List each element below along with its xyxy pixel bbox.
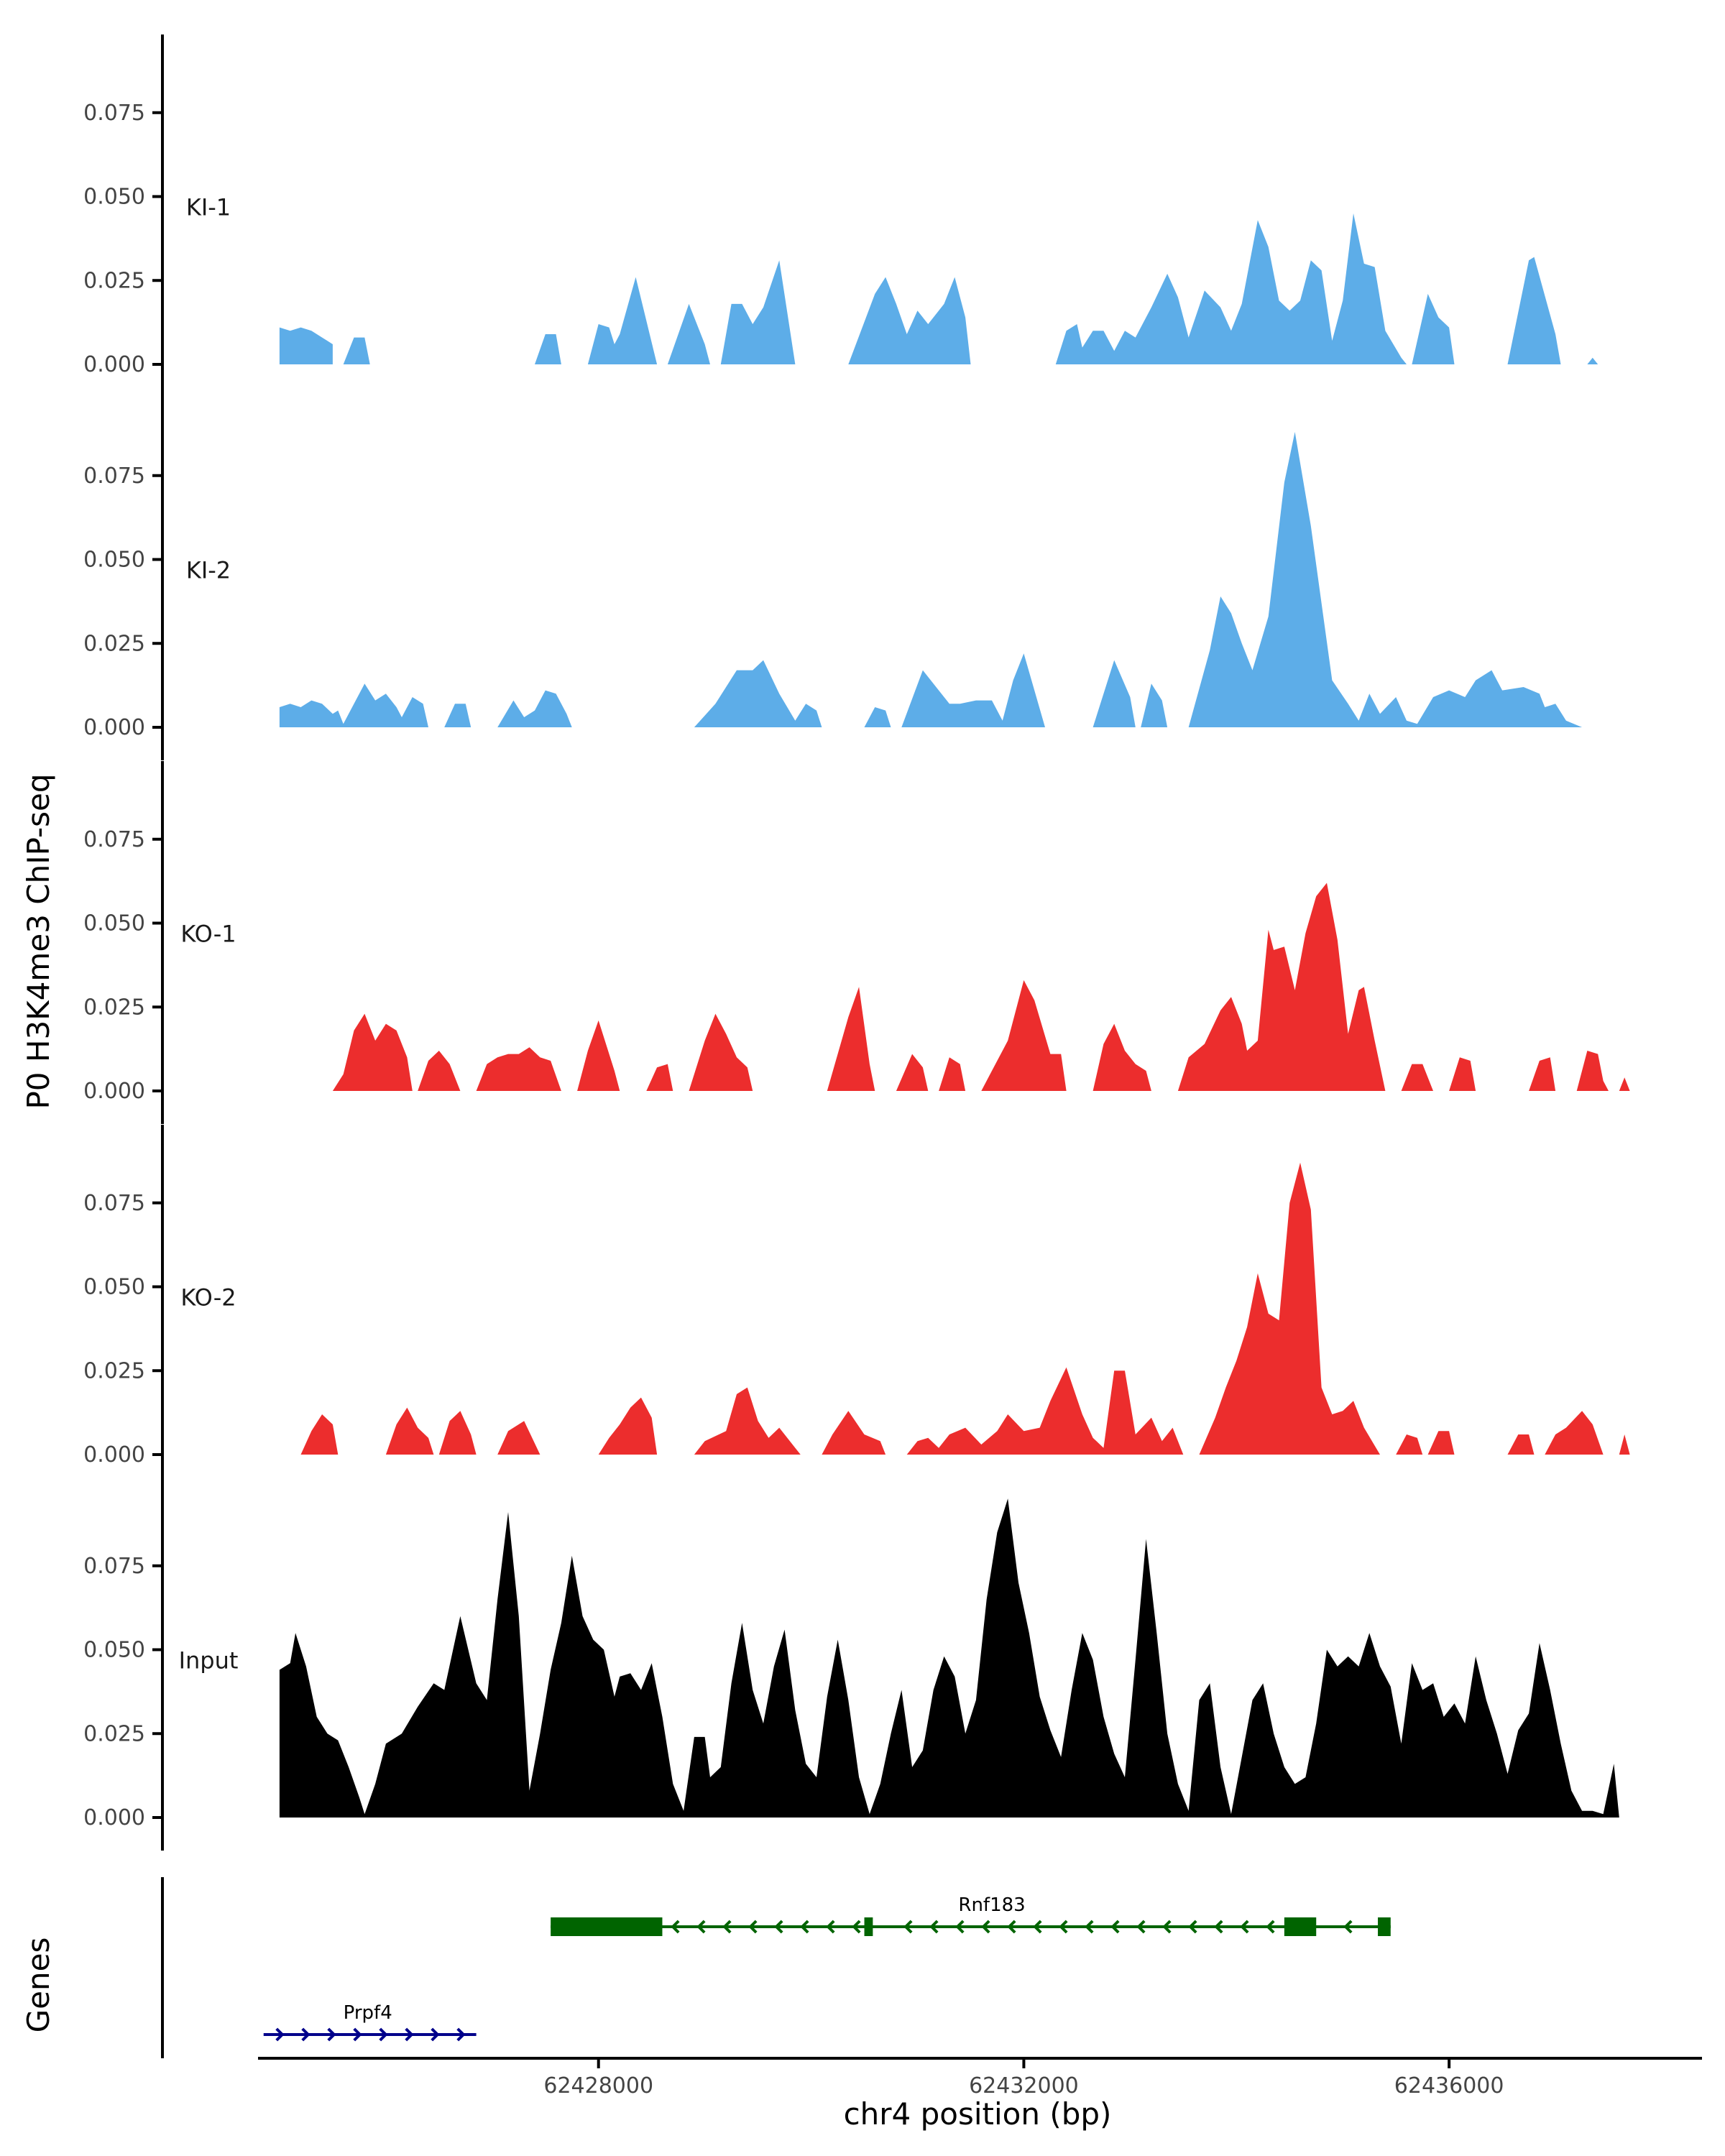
gene-rnf183: Rnf183	[551, 1894, 1391, 1936]
strand-arrow	[1059, 1920, 1068, 1934]
y-tick-label: 0.000	[83, 1079, 145, 1104]
y-tick-label: 0.050	[83, 1275, 145, 1300]
x-tick-label: 62432000	[969, 2073, 1079, 2099]
x-axis-title: chr4 position (bp)	[844, 2096, 1112, 2132]
strand-arrow	[929, 1920, 939, 1934]
strand-arrow	[903, 1920, 913, 1934]
strand-arrow	[1033, 1920, 1042, 1934]
y-tick-label: 0.000	[83, 352, 145, 377]
track-label: KI-2	[186, 557, 231, 584]
y-tick-label: 0.000	[83, 1442, 145, 1468]
y-tick-label: 0.050	[83, 911, 145, 936]
y-axis-title: P0 H3K4me3 ChIP-seq	[21, 773, 56, 1109]
strand-arrow	[1240, 1920, 1249, 1934]
strand-arrow	[1188, 1920, 1197, 1934]
track-label: KI-1	[186, 194, 231, 221]
gene-track-title: Genes	[21, 1938, 56, 2033]
coverage-area-ki-1	[279, 213, 1598, 364]
y-tick-label: 0.050	[83, 1638, 145, 1663]
strand-arrow	[748, 1920, 758, 1934]
y-tick-label: 0.050	[83, 185, 145, 210]
gene-label: Rnf183	[958, 1894, 1025, 1916]
coverage-area-ki-2	[279, 432, 1588, 727]
strand-arrow	[1162, 1920, 1172, 1934]
strand-arrow	[1214, 1920, 1223, 1934]
strand-arrow	[456, 2027, 466, 2042]
gene-prpf4: Prpf4	[263, 2002, 477, 2042]
x-tick-label: 62436000	[1394, 2073, 1504, 2099]
y-tick-label: 0.025	[83, 1721, 145, 1746]
strand-arrow	[826, 1920, 835, 1934]
coverage-area-ko-2	[300, 1162, 1630, 1455]
track-ko-1: 0.000 0.025 0.050 0.075 KO-1	[83, 761, 1630, 1124]
gene-exon	[864, 1917, 873, 1936]
strand-arrow	[1136, 1920, 1146, 1934]
track-ki-2: 0.000 0.025 0.050 0.075 KI-2	[83, 397, 1588, 760]
strand-arrow	[800, 1920, 809, 1934]
coverage-tracks: 0.0000.0250.0500.075KI-10.0000.0250.0500…	[83, 34, 1630, 1851]
coverage-area-ko-1	[332, 883, 1630, 1091]
gene-track-panel: Genes Rnf183 Prpf4	[21, 1877, 1391, 2058]
track-label: KO-1	[180, 921, 236, 948]
y-tick-label: 0.075	[83, 101, 145, 126]
y-tick-label: 0.000	[83, 715, 145, 740]
strand-arrow	[405, 2027, 414, 2042]
gene-exon	[1378, 1917, 1391, 1936]
y-tick-label: 0.025	[83, 631, 145, 656]
strand-arrow	[301, 2027, 310, 2042]
y-tick-label: 0.000	[83, 1805, 145, 1830]
strand-arrow	[774, 1920, 783, 1934]
strand-arrow	[431, 2027, 440, 2042]
track-label: KO-2	[180, 1284, 236, 1312]
strand-arrow	[353, 2027, 362, 2042]
x-axis: 62428000 62432000 62436000	[258, 2057, 1702, 2099]
track-ki-1: 0.000 0.025 0.050 0.075 KI-1	[83, 34, 1598, 397]
y-tick-label: 0.075	[83, 1191, 145, 1216]
strand-arrow	[327, 2027, 336, 2042]
strand-arrow	[852, 1920, 861, 1934]
strand-arrow	[955, 1920, 965, 1934]
y-tick-label: 0.075	[83, 1554, 145, 1579]
x-tick-label: 62428000	[543, 2073, 653, 2099]
strand-arrow	[379, 2027, 388, 2042]
y-tick-label: 0.025	[83, 995, 145, 1020]
strand-arrow	[1007, 1920, 1016, 1934]
y-tick-label: 0.025	[83, 268, 145, 293]
track-label: Input	[179, 1647, 239, 1674]
gene-exon	[551, 1917, 663, 1936]
y-tick-label: 0.075	[83, 827, 145, 852]
strand-arrow	[981, 1920, 990, 1934]
strand-arrow	[696, 1920, 706, 1934]
strand-arrow	[275, 2027, 285, 2042]
track-ko-2: 0.000 0.025 0.050 0.075 KO-2	[83, 1125, 1630, 1488]
y-tick-label: 0.050	[83, 548, 145, 573]
strand-arrow	[1110, 1920, 1120, 1934]
strand-arrow	[722, 1920, 732, 1934]
strand-arrow	[1266, 1920, 1275, 1934]
coverage-area-input	[279, 1498, 1619, 1818]
y-tick-label: 0.075	[83, 464, 145, 489]
strand-arrow	[671, 1920, 680, 1934]
y-tick-label: 0.025	[83, 1358, 145, 1383]
gene-label: Prpf4	[344, 2002, 392, 2024]
gene-exon	[1284, 1917, 1317, 1936]
track-input: 0.000 0.025 0.050 0.075 Input	[83, 1488, 1619, 1851]
strand-arrow	[1085, 1920, 1094, 1934]
strand-arrow	[1343, 1920, 1353, 1934]
